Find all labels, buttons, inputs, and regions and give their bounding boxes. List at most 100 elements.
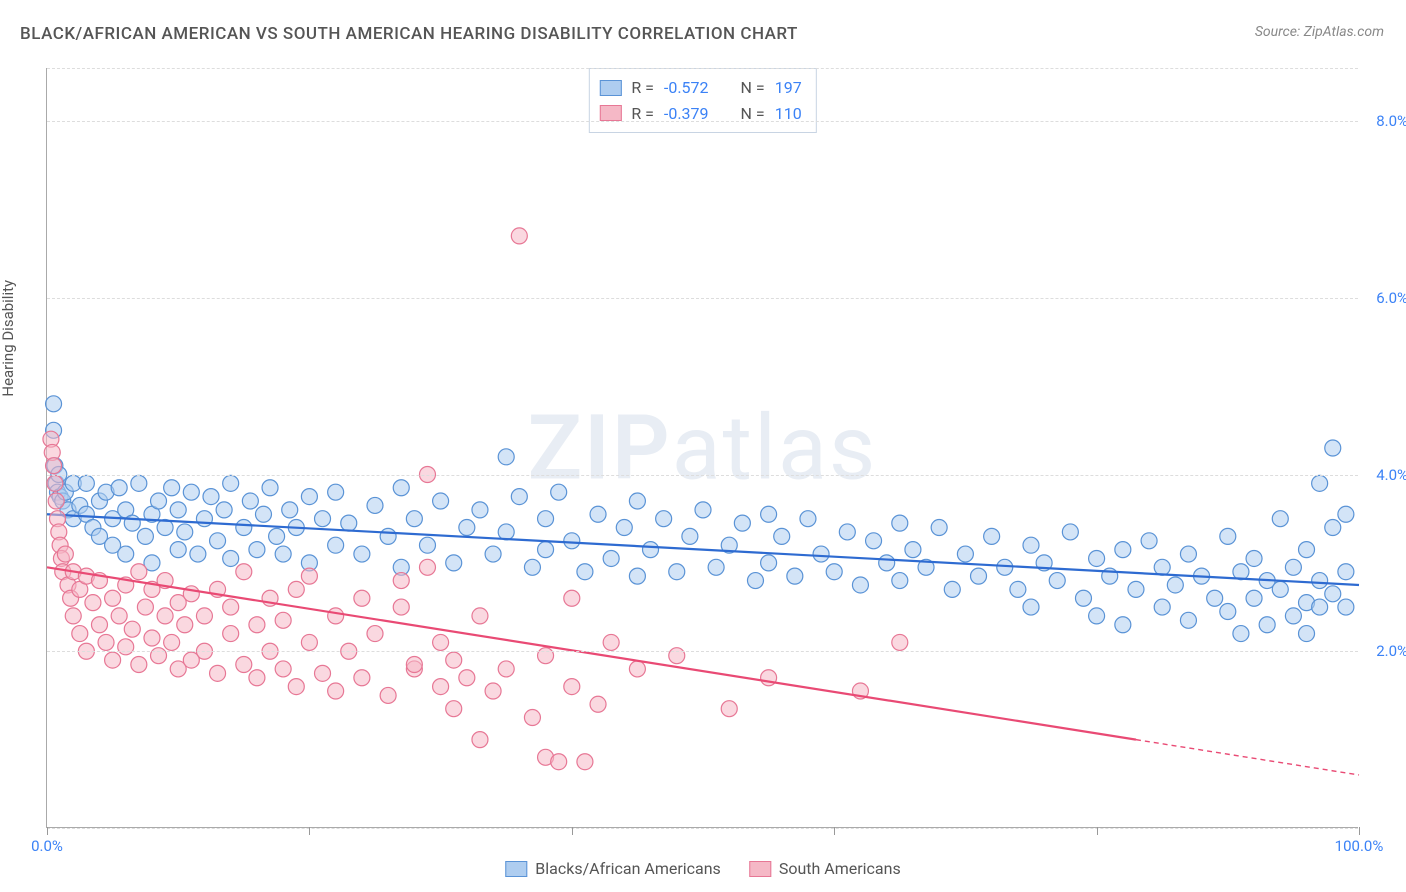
gridline <box>47 475 1358 476</box>
scatter-point <box>1115 542 1131 558</box>
scatter-point <box>1141 533 1157 549</box>
scatter-point <box>419 537 435 553</box>
scatter-point <box>157 608 173 624</box>
scatter-point <box>78 475 94 491</box>
scatter-point <box>603 550 619 566</box>
scatter-point <box>446 652 462 668</box>
scatter-point <box>774 528 790 544</box>
scatter-point <box>1299 626 1315 642</box>
scatter-point <box>91 617 107 633</box>
gridline <box>47 68 1358 69</box>
scatter-point <box>511 228 527 244</box>
scatter-point <box>131 657 147 673</box>
scatter-point <box>301 568 317 584</box>
scatter-point <box>498 661 514 677</box>
scatter-point <box>1023 537 1039 553</box>
scatter-point <box>111 608 127 624</box>
scatter-point <box>984 528 1000 544</box>
scatter-point <box>1285 559 1301 575</box>
legend-swatch <box>505 861 527 877</box>
scatter-point <box>1220 603 1236 619</box>
source-link[interactable]: ZipAtlas.com <box>1304 24 1384 40</box>
scatter-point <box>170 542 186 558</box>
scatter-point <box>1023 599 1039 615</box>
x-tick-label: 0.0% <box>31 837 63 855</box>
scatter-point <box>1220 528 1236 544</box>
scatter-point <box>177 617 193 633</box>
scatter-point <box>866 533 882 549</box>
x-tick-label: 100.0% <box>1335 837 1384 855</box>
scatter-point <box>164 480 180 496</box>
scatter-point <box>734 515 750 531</box>
scatter-point <box>1089 550 1105 566</box>
scatter-point <box>275 661 291 677</box>
scatter-point <box>1285 608 1301 624</box>
r-value: -0.379 <box>664 101 709 127</box>
scatter-point <box>190 546 206 562</box>
scatter-point <box>997 559 1013 575</box>
scatter-point <box>315 511 331 527</box>
scatter-point <box>1312 573 1328 589</box>
scatter-point <box>708 559 724 575</box>
scatter-point <box>137 599 153 615</box>
chart-title: BLACK/AFRICAN AMERICAN VS SOUTH AMERICAN… <box>20 24 798 44</box>
y-tick-label: 4.0% <box>1366 466 1406 484</box>
scatter-point <box>118 639 134 655</box>
scatter-point <box>406 657 422 673</box>
scatter-point <box>1049 573 1065 589</box>
scatter-point <box>341 515 357 531</box>
scatter-point <box>223 550 239 566</box>
scatter-point <box>669 564 685 580</box>
scatter-point <box>1312 599 1328 615</box>
scatter-point <box>315 665 331 681</box>
scatter-point <box>1180 612 1196 628</box>
scatter-point <box>223 626 239 642</box>
scatter-point <box>301 489 317 505</box>
x-tick <box>834 827 835 835</box>
scatter-point <box>328 608 344 624</box>
scatter-point <box>682 528 698 544</box>
scatter-point <box>249 617 265 633</box>
scatter-point <box>275 546 291 562</box>
scatter-point <box>393 573 409 589</box>
scatter-point <box>905 542 921 558</box>
stats-row: R =-0.572N =197 <box>599 75 801 101</box>
scatter-point <box>538 511 554 527</box>
scatter-point <box>852 577 868 593</box>
scatter-point <box>813 546 829 562</box>
source-attribution: Source: ZipAtlas.com <box>1255 24 1384 40</box>
scatter-point <box>393 599 409 615</box>
scatter-point <box>210 665 226 681</box>
scatter-point <box>105 590 121 606</box>
scatter-point <box>472 502 488 518</box>
legend-label: Blacks/African Americans <box>535 859 721 878</box>
scatter-point <box>1010 581 1026 597</box>
scatter-point <box>1167 577 1183 593</box>
scatter-point <box>498 524 514 540</box>
scatter-point <box>236 564 252 580</box>
scatter-point <box>1338 506 1354 522</box>
scatter-point <box>196 511 212 527</box>
scatter-point <box>446 555 462 571</box>
scatter-point <box>551 754 567 770</box>
scatter-point <box>105 652 121 668</box>
scatter-point <box>65 608 81 624</box>
n-value: 110 <box>775 101 802 127</box>
scatter-point <box>262 480 278 496</box>
scatter-point <box>826 564 842 580</box>
n-label: N = <box>741 75 765 101</box>
r-label: R = <box>631 75 654 101</box>
x-tick <box>1097 827 1098 835</box>
scatter-point <box>1338 599 1354 615</box>
scatter-point <box>242 493 258 509</box>
scatter-point <box>459 670 475 686</box>
scatter-point <box>151 648 167 664</box>
scatter-point <box>328 537 344 553</box>
scatter-point <box>210 533 226 549</box>
scatter-point <box>498 449 514 465</box>
scatter-point <box>1115 617 1131 633</box>
scatter-point <box>643 542 659 558</box>
scatter-point <box>249 670 265 686</box>
scatter-point <box>892 515 908 531</box>
scatter-point <box>131 564 147 580</box>
